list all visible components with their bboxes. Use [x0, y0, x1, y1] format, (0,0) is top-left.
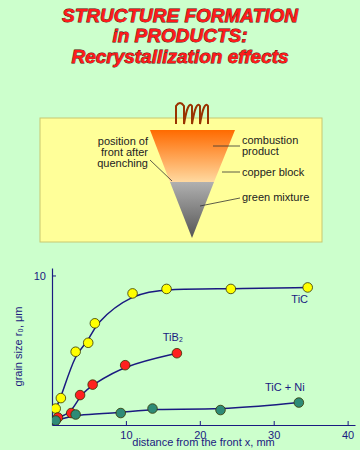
- diagram-label: product: [242, 145, 279, 157]
- data-point: [120, 360, 130, 370]
- tick-label: 10: [34, 269, 46, 281]
- series-label: TiC: [291, 293, 308, 305]
- data-point: [56, 393, 66, 403]
- data-point: [216, 405, 226, 415]
- data-point: [162, 284, 172, 294]
- tick-mark: [52, 275, 56, 276]
- data-point: [116, 408, 126, 418]
- tick: 10: [34, 269, 56, 281]
- data-point: [303, 283, 313, 293]
- tick-mark: [126, 421, 127, 425]
- title: in PRODUCTS:: [112, 25, 247, 46]
- tick-mark: [348, 421, 349, 425]
- axis-line: [52, 269, 53, 426]
- series-line: [56, 287, 308, 408]
- data-point: [83, 338, 93, 348]
- series-line: [56, 403, 299, 421]
- data-point: [71, 410, 81, 420]
- y-axis: 10: [34, 269, 56, 426]
- series-label: TiB₂: [163, 331, 183, 343]
- leader-line: [213, 146, 240, 147]
- background: [0, 0, 360, 450]
- series-line: [58, 353, 177, 417]
- data-point: [75, 390, 85, 400]
- heater-coil: [176, 103, 208, 124]
- leader-line: [200, 198, 240, 206]
- plot-area: [52, 283, 313, 425]
- axis-line: [53, 425, 356, 426]
- data-point: [71, 347, 81, 357]
- data-point: [88, 380, 98, 390]
- title: Recrystallization effects: [71, 46, 288, 67]
- leader-line: [150, 160, 172, 181]
- data-point: [128, 289, 138, 299]
- tick: 10: [120, 421, 132, 441]
- tick-mark: [200, 421, 201, 425]
- leader-line: [222, 172, 240, 173]
- diagram-label: copper block: [242, 166, 305, 178]
- diagram-label: green mixture: [242, 191, 309, 203]
- data-point: [52, 416, 60, 425]
- green-mixture-zone: [170, 182, 214, 238]
- series-label: TiC + Ni: [265, 381, 305, 393]
- tick-mark: [274, 421, 275, 425]
- combustion-zone: [150, 130, 235, 182]
- diagram-label: quenching: [97, 157, 148, 169]
- data-point: [172, 348, 182, 358]
- data-point: [294, 398, 304, 408]
- x-axis-title: distance from the front x, mm: [132, 436, 274, 448]
- data-point: [148, 404, 158, 414]
- y-axis-title: grain size r₀, μm: [12, 307, 24, 387]
- tick-label: 40: [342, 429, 354, 441]
- data-point: [52, 404, 60, 414]
- title: STRUCTURE FORMATION: [62, 5, 299, 26]
- tick-label: 10: [120, 429, 132, 441]
- tick: 40: [342, 421, 354, 441]
- copper-block: [40, 118, 322, 242]
- data-point: [226, 284, 236, 294]
- data-point: [90, 319, 100, 329]
- diagram: combustionproductposition offront afterq…: [40, 103, 322, 242]
